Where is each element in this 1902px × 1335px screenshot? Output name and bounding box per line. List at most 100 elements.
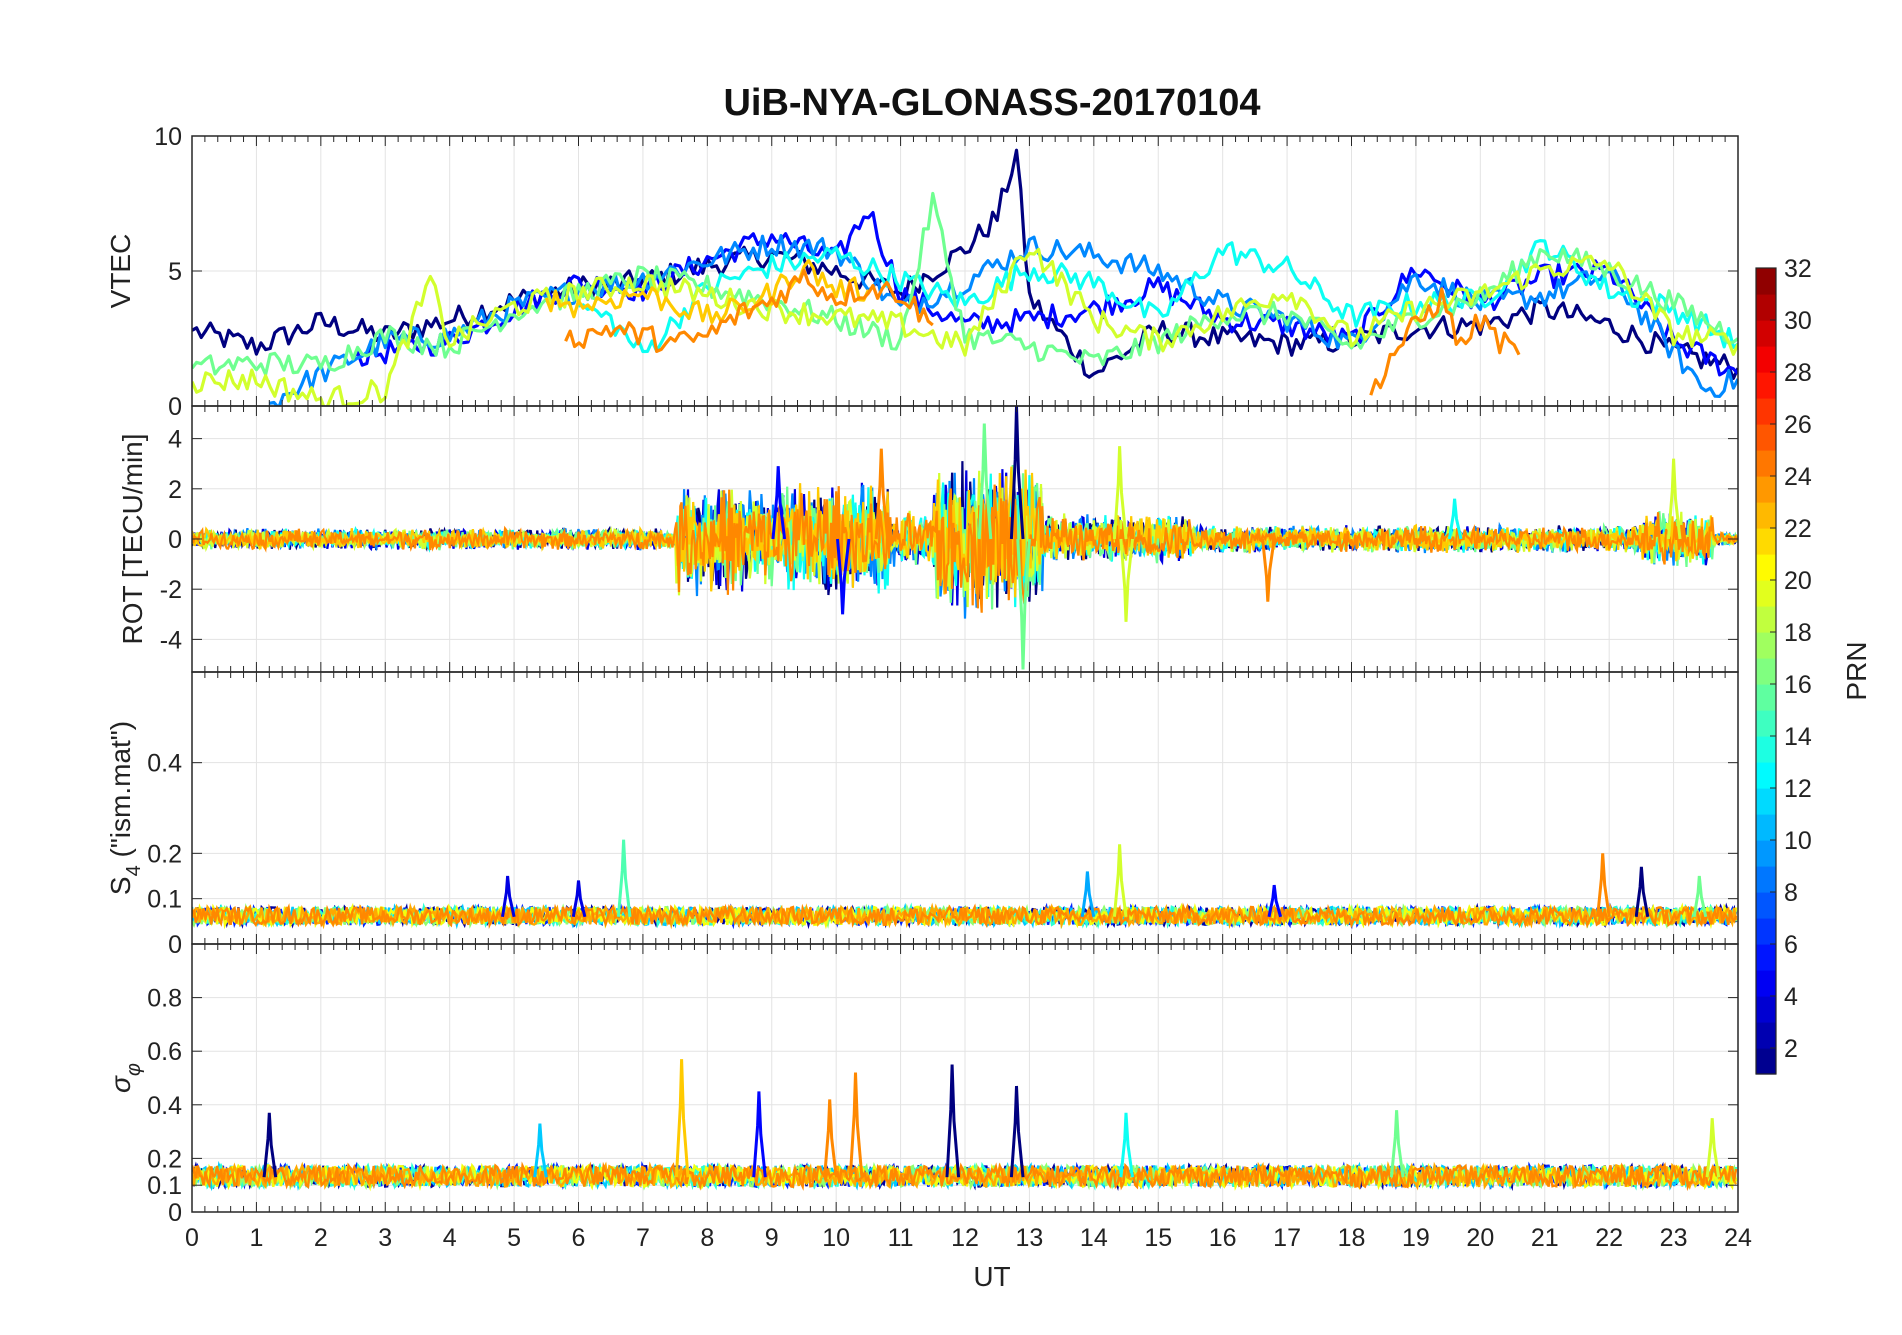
spike-sigphi-7 (1389, 1110, 1405, 1178)
colorbar-level-12 (1756, 736, 1776, 763)
colorbar-tick-label-6: 14 (1784, 723, 1812, 751)
y-tick-label-s4-3: 0.4 (147, 750, 182, 778)
colorbar-level-13 (1756, 710, 1776, 737)
x-axis: 0 1 2 3 4 5 6 7 8 9 10 11 12 13 14 15 16 17 18 19 20 21 22 23 24 (185, 1224, 1752, 1252)
colorbar-level-23 (1756, 450, 1776, 477)
colorbar-level-1 (1756, 1022, 1776, 1049)
spike-rot-10 (1447, 498, 1463, 540)
spike-sigphi-2 (945, 1064, 961, 1178)
x-tick-label-1: 1 (249, 1224, 263, 1252)
colorbar-level-3 (1756, 970, 1776, 997)
colorbar-level-10 (1756, 788, 1776, 815)
y-axis-label-rot: ROT [TECU/min] (117, 433, 148, 644)
spike-s4-4 (1634, 866, 1650, 918)
x-tick-label-0: 0 (185, 1224, 199, 1252)
x-tick-label-9: 9 (765, 1224, 779, 1252)
x-tick-label-19: 19 (1402, 1224, 1430, 1252)
colorbar-level-21 (1756, 502, 1776, 529)
spike-sigphi-9 (1119, 1112, 1134, 1178)
x-tick-label-16: 16 (1209, 1224, 1237, 1252)
y-axis-label-vtec: VTEC (105, 234, 136, 309)
colorbar-tick-label-3: 8 (1784, 879, 1798, 907)
spike-rot-1 (836, 538, 851, 615)
spike-sigphi-3 (1009, 1085, 1025, 1178)
y-tick-label-s4-1: 0.1 (147, 886, 182, 914)
colorbar-tick-label-1: 4 (1784, 983, 1798, 1011)
y-axis-label-sigphi: σφ (105, 1063, 145, 1093)
spike-s4-1 (1112, 844, 1128, 917)
colorbar-tick-label-2: 6 (1784, 931, 1798, 959)
spike-rot-8 (1261, 538, 1276, 602)
panel-s4: 0 0.1 0.2 0.4S4 ("ism.mat") (105, 671, 1739, 959)
x-tick-label-5: 5 (507, 1224, 521, 1252)
colorbar-level-5 (1756, 918, 1776, 945)
colorbar-level-7 (1756, 866, 1776, 893)
y-tick-label-rot-2: 0 (168, 526, 182, 554)
spike-s4-2 (1080, 871, 1096, 918)
rot-trace-prn-24 (192, 484, 1738, 613)
colorbar-level-18 (1756, 580, 1776, 607)
x-tick-label-10: 10 (822, 1224, 850, 1252)
y-axis-label-s4: S4 ("ism.mat") (105, 721, 145, 895)
colorbar-level-0 (1756, 1048, 1776, 1075)
y-tick-label-s4-0: 0 (168, 931, 182, 959)
colorbar-label: PRN (1841, 641, 1872, 700)
colorbar-level-27 (1756, 346, 1776, 373)
x-tick-label-22: 22 (1595, 1224, 1623, 1252)
colorbar-tick-label-4: 10 (1784, 827, 1812, 855)
trace-prn-23 (192, 1160, 1738, 1191)
trace-prn-24 (192, 902, 1738, 930)
spike-rot-4 (1016, 538, 1031, 670)
x-tick-label-15: 15 (1144, 1224, 1172, 1252)
x-tick-label-13: 13 (1016, 1224, 1044, 1252)
y-tick-label-vtec-0: 0 (168, 393, 182, 421)
x-tick-label-23: 23 (1660, 1224, 1688, 1252)
spike-rot-6 (1112, 446, 1128, 540)
series-prn-1-0 (192, 148, 1738, 380)
colorbar-level-17 (1756, 606, 1776, 633)
x-tick-label-8: 8 (700, 1224, 714, 1252)
spike-sigphi-8 (1705, 1118, 1721, 1178)
colorbar-level-26 (1756, 372, 1776, 399)
colorbar-level-2 (1756, 996, 1776, 1023)
x-tick-label-18: 18 (1338, 1224, 1366, 1252)
y-tick-label-rot-0: -4 (160, 626, 182, 654)
y-tick-label-rot-4: 4 (168, 426, 182, 454)
colorbar-level-9 (1756, 814, 1776, 841)
chart-title: UiB-NYA-GLONASS-20170104 (723, 82, 1260, 124)
spike-rot-9 (1666, 458, 1682, 540)
colorbar-level-11 (1756, 762, 1776, 789)
colorbar-level-6 (1756, 892, 1776, 919)
colorbar-tick-label-14: 30 (1784, 307, 1812, 335)
x-tick-label-14: 14 (1080, 1224, 1108, 1252)
colorbar-level-19 (1756, 554, 1776, 581)
spike-s4-6 (571, 880, 587, 918)
panel-s4-data (192, 839, 1738, 930)
spike-s4-7 (1692, 875, 1708, 918)
x-tick-label-17: 17 (1273, 1224, 1301, 1252)
colorbar-level-14 (1756, 684, 1776, 711)
colorbar-tick-label-9: 20 (1784, 567, 1812, 595)
y-tick-label-sigphi-3: 0.4 (147, 1092, 182, 1120)
y-tick-label-rot-3: 2 (168, 476, 182, 504)
colorbar-level-25 (1756, 398, 1776, 425)
x-tick-label-21: 21 (1531, 1224, 1559, 1252)
x-tick-label-24: 24 (1724, 1224, 1752, 1252)
y-tick-label-rot-1: -2 (160, 576, 182, 604)
panel-rot-ticks (191, 406, 1739, 672)
spike-rot-3 (1009, 406, 1025, 540)
x-axis-label: UT (973, 1261, 1010, 1292)
colorbar-level-20 (1756, 528, 1776, 555)
x-tick-label-3: 3 (378, 1224, 392, 1252)
panel-vtec-ticks (191, 135, 1739, 407)
spike-s4-3 (1596, 853, 1611, 918)
spike-rot-7 (1119, 538, 1134, 622)
series-prn-13-3 (578, 239, 1738, 354)
spike-s4-0 (616, 839, 632, 917)
y-tick-label-s4-2: 0.2 (147, 840, 182, 868)
panel-rot-data (192, 406, 1738, 670)
spike-sigphi-1 (848, 1072, 864, 1178)
x-tick-label-6: 6 (572, 1224, 586, 1252)
